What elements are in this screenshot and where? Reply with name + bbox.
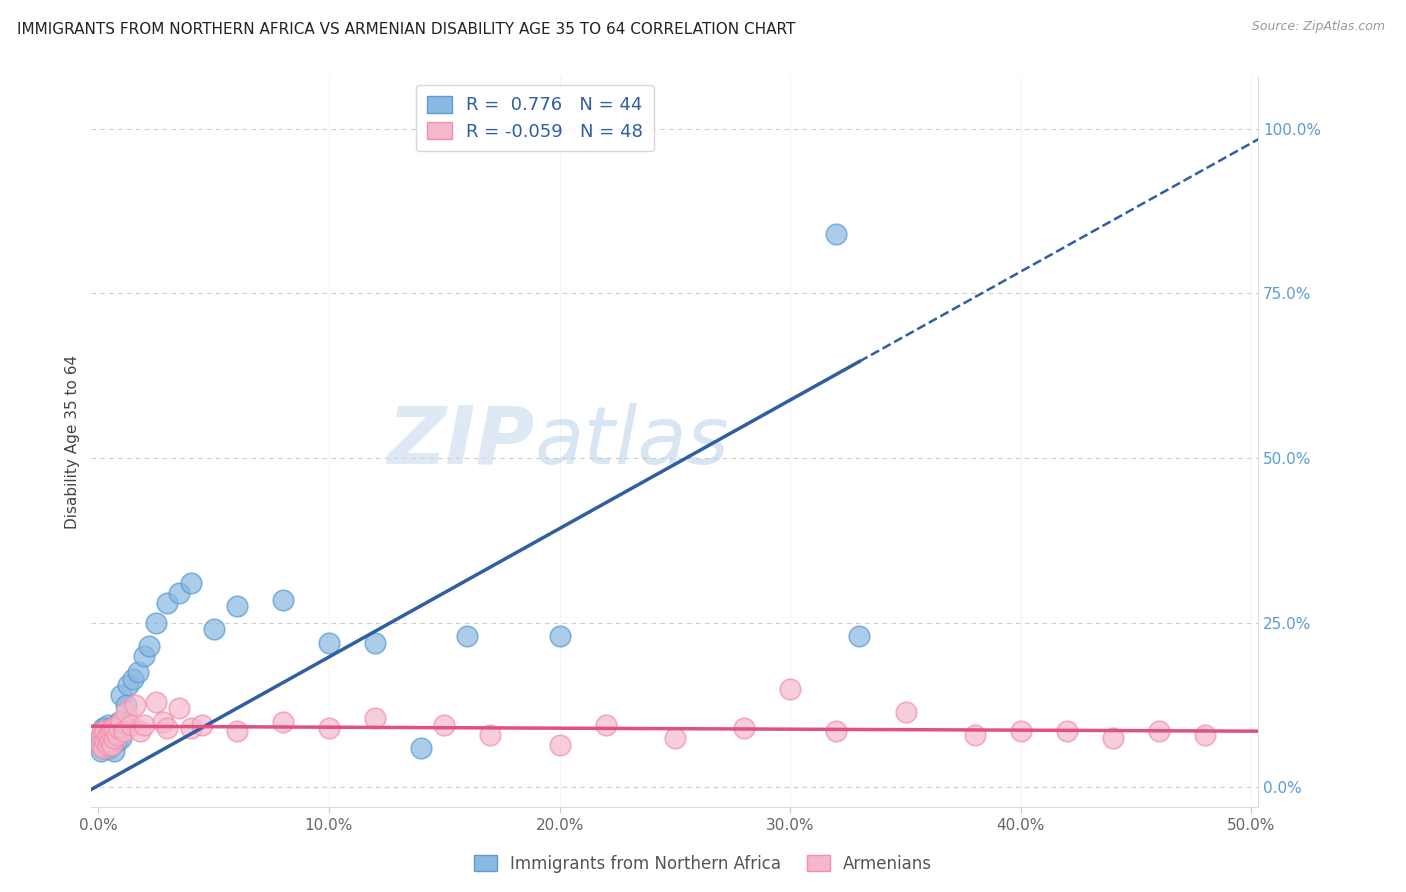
Point xyxy=(225,599,247,614)
Point xyxy=(1147,724,1170,739)
Point xyxy=(94,734,117,748)
Point xyxy=(101,738,124,752)
Point xyxy=(848,629,870,643)
Legend: Immigrants from Northern Africa, Armenians: Immigrants from Northern Africa, Armenia… xyxy=(467,848,939,880)
Point xyxy=(96,738,118,752)
Point xyxy=(96,728,118,742)
Point xyxy=(90,728,112,742)
Point xyxy=(98,731,121,745)
Point xyxy=(122,672,145,686)
Point xyxy=(825,724,848,739)
Point xyxy=(103,731,125,745)
Point xyxy=(138,639,160,653)
Point xyxy=(479,728,502,742)
Point xyxy=(779,681,801,696)
Point xyxy=(124,698,146,712)
Point xyxy=(112,718,135,732)
Point xyxy=(963,728,986,742)
Text: Source: ZipAtlas.com: Source: ZipAtlas.com xyxy=(1251,20,1385,33)
Point xyxy=(90,731,112,745)
Point xyxy=(98,741,121,756)
Point xyxy=(98,721,121,735)
Point xyxy=(134,648,156,663)
Point xyxy=(191,718,214,732)
Point xyxy=(94,724,117,739)
Point xyxy=(411,741,433,756)
Point xyxy=(110,731,132,745)
Point xyxy=(101,728,124,742)
Point xyxy=(825,227,848,241)
Point xyxy=(105,721,128,735)
Point xyxy=(103,744,125,758)
Point xyxy=(94,721,117,735)
Point xyxy=(145,695,167,709)
Point xyxy=(1010,724,1032,739)
Point xyxy=(110,688,132,702)
Point xyxy=(108,721,131,735)
Point xyxy=(91,721,114,735)
Point xyxy=(202,623,225,637)
Point xyxy=(156,596,179,610)
Point xyxy=(664,731,686,745)
Point xyxy=(152,714,174,729)
Point xyxy=(98,724,121,739)
Point xyxy=(180,721,202,735)
Point xyxy=(96,741,118,756)
Point xyxy=(105,734,128,748)
Point xyxy=(364,711,387,725)
Point xyxy=(105,728,128,742)
Point xyxy=(101,738,124,752)
Point xyxy=(167,586,190,600)
Point xyxy=(595,718,617,732)
Point xyxy=(112,724,135,739)
Point xyxy=(1056,724,1078,739)
Point xyxy=(318,635,340,649)
Point xyxy=(128,724,150,739)
Point xyxy=(145,615,167,630)
Point xyxy=(318,721,340,735)
Point xyxy=(96,718,118,732)
Point xyxy=(156,721,179,735)
Point xyxy=(96,728,118,742)
Point xyxy=(548,629,571,643)
Y-axis label: Disability Age 35 to 64: Disability Age 35 to 64 xyxy=(65,354,80,529)
Text: IMMIGRANTS FROM NORTHERN AFRICA VS ARMENIAN DISABILITY AGE 35 TO 64 CORRELATION : IMMIGRANTS FROM NORTHERN AFRICA VS ARMEN… xyxy=(17,22,796,37)
Point xyxy=(271,714,294,729)
Point xyxy=(225,724,247,739)
Point xyxy=(94,731,117,745)
Point xyxy=(115,705,138,719)
Point xyxy=(103,724,125,739)
Point xyxy=(103,721,125,735)
Point xyxy=(115,698,138,712)
Point xyxy=(120,718,142,732)
Point xyxy=(94,738,117,752)
Point xyxy=(91,728,114,742)
Point xyxy=(1102,731,1125,745)
Point xyxy=(134,718,156,732)
Point xyxy=(91,741,114,756)
Point xyxy=(180,576,202,591)
Point xyxy=(90,744,112,758)
Point xyxy=(101,721,124,735)
Point xyxy=(271,592,294,607)
Point xyxy=(91,741,114,756)
Point xyxy=(98,734,121,748)
Point xyxy=(127,665,149,680)
Point xyxy=(733,721,755,735)
Point xyxy=(108,714,131,729)
Point xyxy=(91,724,114,739)
Point xyxy=(894,705,917,719)
Text: ZIP: ZIP xyxy=(388,402,534,481)
Point xyxy=(110,714,132,729)
Text: atlas: atlas xyxy=(534,402,730,481)
Legend: R =  0.776   N = 44, R = -0.059   N = 48: R = 0.776 N = 44, R = -0.059 N = 48 xyxy=(416,85,654,152)
Point xyxy=(1194,728,1216,742)
Point xyxy=(117,678,139,692)
Point xyxy=(433,718,456,732)
Point xyxy=(456,629,478,643)
Point xyxy=(364,635,387,649)
Point xyxy=(548,738,571,752)
Point xyxy=(167,701,190,715)
Point xyxy=(90,738,112,752)
